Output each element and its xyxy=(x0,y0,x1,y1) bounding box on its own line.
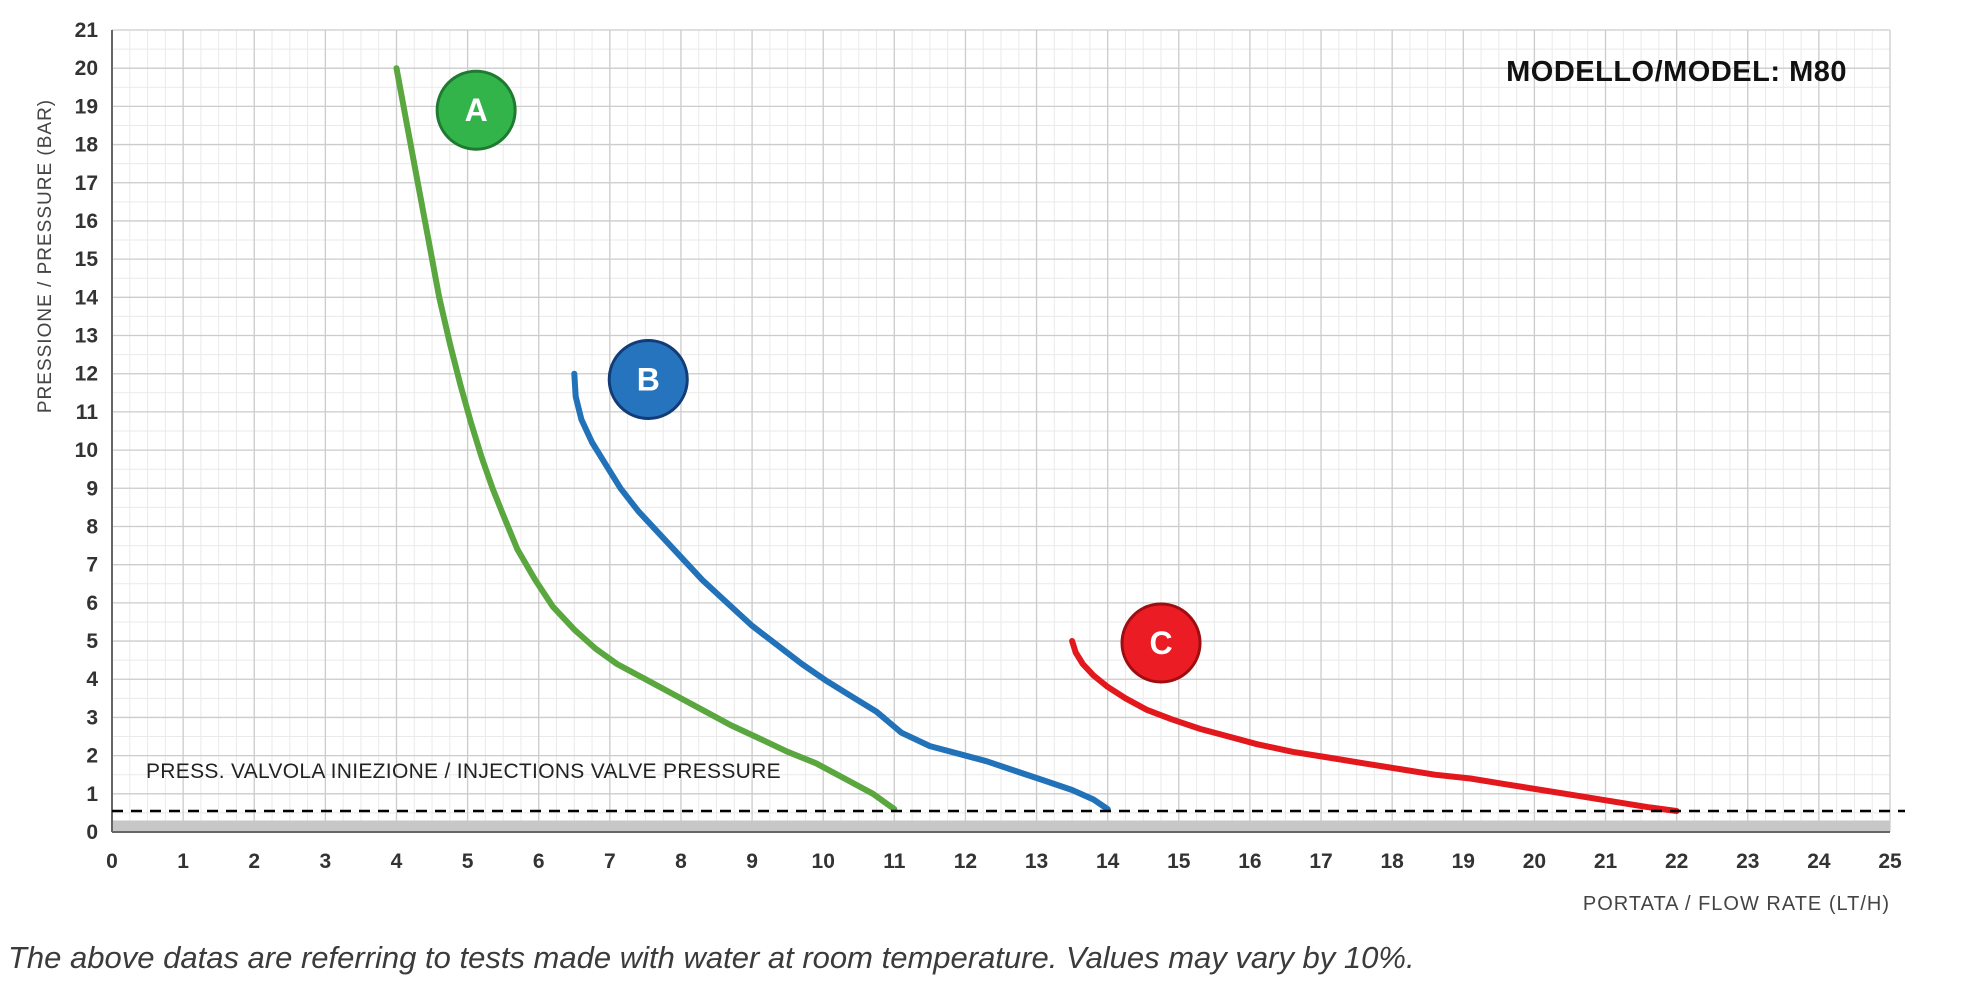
svg-text:4: 4 xyxy=(391,850,403,873)
svg-text:23: 23 xyxy=(1736,850,1759,873)
svg-text:7: 7 xyxy=(86,554,98,577)
footer-note: The above datas are referring to tests m… xyxy=(8,940,1415,975)
svg-text:4: 4 xyxy=(86,668,98,691)
svg-text:15: 15 xyxy=(1167,850,1191,873)
svg-text:10: 10 xyxy=(75,439,98,462)
svg-text:20: 20 xyxy=(1523,850,1546,873)
svg-text:9: 9 xyxy=(86,477,98,500)
svg-text:11: 11 xyxy=(76,401,99,424)
svg-text:6: 6 xyxy=(533,850,545,873)
svg-text:14: 14 xyxy=(1096,850,1120,873)
x-axis-label: PORTATA / FLOW RATE (LT/H) xyxy=(1582,893,1890,915)
svg-text:7: 7 xyxy=(604,850,616,873)
svg-text:3: 3 xyxy=(86,706,98,729)
svg-text:17: 17 xyxy=(1309,850,1332,873)
grid-minor xyxy=(111,29,1891,833)
svg-text:5: 5 xyxy=(462,850,474,873)
svg-text:22: 22 xyxy=(1665,850,1688,873)
svg-text:10: 10 xyxy=(812,850,835,873)
svg-text:13: 13 xyxy=(1025,850,1048,873)
svg-text:18: 18 xyxy=(75,134,99,157)
svg-text:17: 17 xyxy=(75,172,98,195)
svg-text:15: 15 xyxy=(75,248,99,271)
svg-text:21: 21 xyxy=(75,19,99,42)
svg-text:A: A xyxy=(465,92,488,128)
svg-text:19: 19 xyxy=(1452,850,1475,873)
svg-text:1: 1 xyxy=(177,850,189,873)
svg-text:16: 16 xyxy=(1238,850,1261,873)
svg-text:11: 11 xyxy=(883,850,906,873)
svg-text:8: 8 xyxy=(675,850,687,873)
svg-text:19: 19 xyxy=(75,95,98,118)
curve-B xyxy=(571,370,1111,813)
svg-text:3: 3 xyxy=(320,850,332,873)
svg-text:20: 20 xyxy=(75,57,98,80)
svg-text:12: 12 xyxy=(75,363,98,386)
curve-C xyxy=(1069,638,1680,814)
x-tick-labels: 0 1 2 3 4 5 6 7 8 9 10 11 12 13 14 15 16 17 18 19 20 21 22 23 24… xyxy=(106,850,1902,873)
svg-text:12: 12 xyxy=(954,850,977,873)
svg-text:16: 16 xyxy=(75,210,98,233)
svg-text:0: 0 xyxy=(86,821,98,844)
svg-text:5: 5 xyxy=(86,630,98,653)
y-axis-label: PRESSIONE / PRESSURE (BAR) xyxy=(35,98,56,414)
svg-text:1: 1 xyxy=(86,783,98,806)
svg-text:21: 21 xyxy=(1594,850,1618,873)
chart-title: MODELLO/MODEL: M80 xyxy=(1506,56,1847,88)
svg-text:B: B xyxy=(637,361,660,397)
valve-pressure-annotation: PRESS. VALVOLA INIEZIONE / INJECTIONS VA… xyxy=(146,760,781,783)
svg-text:14: 14 xyxy=(75,286,99,309)
svg-text:8: 8 xyxy=(86,515,98,538)
svg-text:18: 18 xyxy=(1380,850,1404,873)
svg-text:24: 24 xyxy=(1807,850,1831,873)
svg-text:C: C xyxy=(1149,625,1172,661)
svg-text:9: 9 xyxy=(746,850,758,873)
series-badge-B: B xyxy=(607,338,689,420)
curve-A xyxy=(393,65,898,813)
svg-text:2: 2 xyxy=(86,745,98,768)
svg-text:2: 2 xyxy=(248,850,260,873)
grid-major xyxy=(111,29,1891,833)
svg-text:6: 6 xyxy=(86,592,98,615)
svg-text:0: 0 xyxy=(106,850,118,873)
series-badge-A: A xyxy=(435,69,517,151)
series-badge-C: C xyxy=(1120,602,1202,684)
svg-text:25: 25 xyxy=(1878,850,1902,873)
svg-text:13: 13 xyxy=(75,325,98,348)
